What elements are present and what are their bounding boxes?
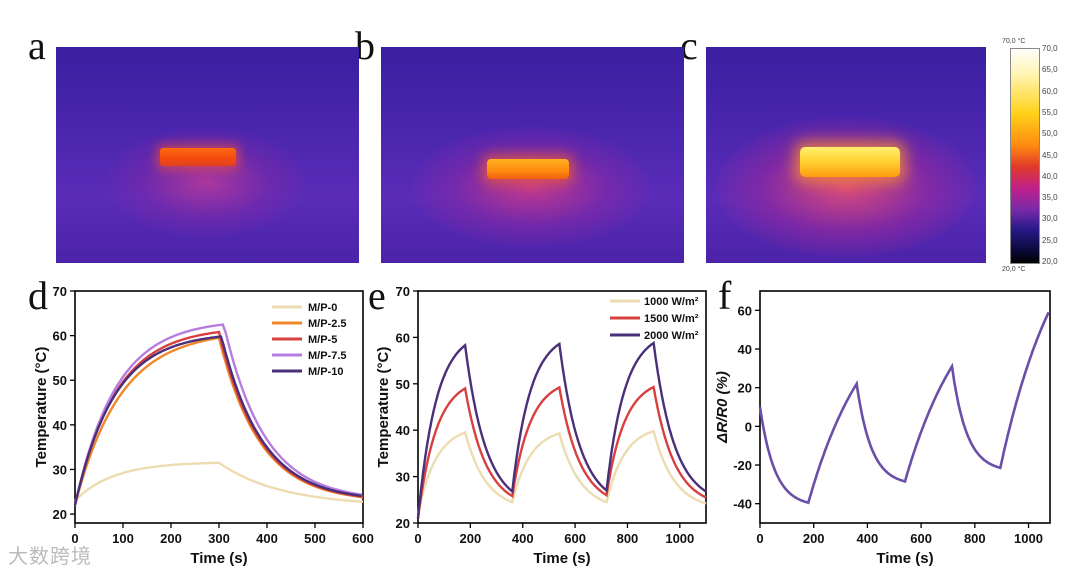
legend-label: M/P-7.5 (308, 350, 347, 362)
legend-label: M/P-2.5 (308, 318, 347, 330)
x-tick-label: 0 (756, 531, 763, 546)
panel-label-c: c (680, 23, 698, 68)
y-tick-label: 0 (745, 419, 752, 434)
x-tick-label: 200 (460, 531, 482, 546)
y-tick-label: 40 (53, 418, 67, 433)
colorbar-min-label: 20,0 °C (1002, 266, 1026, 273)
series-line (73, 335, 362, 506)
y-tick-label: -40 (733, 497, 752, 512)
chart-d-temperature-vs-time: 0 100 200 300 400 500 600 20 30 40 50 60 70 Time (s) T… (33, 284, 374, 567)
x-tick-label: 200 (803, 531, 825, 546)
series-line (416, 429, 707, 514)
y-axis-label: ΔR/R0 (%) (714, 371, 731, 444)
y-tick-label: 50 (396, 377, 410, 392)
x-tick-label: 500 (304, 531, 326, 546)
y-tick-label: 40 (396, 423, 410, 438)
y-tick-label: 70 (396, 284, 410, 299)
y-tick-label: 20 (396, 516, 410, 531)
panel-label-b: b (355, 23, 375, 68)
x-tick-label: 200 (160, 531, 182, 546)
series-line (74, 461, 364, 503)
plot-frame (417, 290, 707, 524)
x-tick-label: 800 (617, 531, 639, 546)
x-tick-label: 0 (414, 531, 421, 546)
y-tick-label: 30 (53, 462, 67, 477)
x-tick-label: 600 (564, 531, 586, 546)
colorbar (1010, 48, 1040, 264)
x-tick-label: 600 (352, 531, 374, 546)
x-tick-label: 100 (112, 531, 134, 546)
series-line (73, 323, 363, 506)
watermark: 大数跨境 (8, 544, 92, 568)
legend-label: M/P-0 (308, 302, 337, 314)
legend-label: 2000 W/m² (644, 330, 699, 342)
x-tick-label: 1000 (665, 531, 694, 546)
colorbar-tick-label: 60,0 (1042, 86, 1058, 96)
chart-e-temperature-cycles: 0 200 400 600 800 1000 20 30 40 50 60 70 Time (s) Tem… (375, 284, 707, 567)
x-tick-label: 1000 (1014, 531, 1043, 546)
series-line (73, 336, 364, 506)
colorbar-tick-label: 70,0 (1042, 44, 1058, 53)
colorbar-tick-label: 40,0 (1042, 171, 1058, 181)
x-tick-label: 0 (71, 531, 78, 546)
panel-label-d: d (28, 273, 48, 318)
thermal-image-b (381, 47, 684, 263)
y-tick-label: 20 (53, 507, 67, 522)
colorbar-tick-label: 65,0 (1042, 65, 1058, 75)
x-axis-label: Time (s) (533, 550, 590, 567)
y-tick-label: 60 (738, 303, 752, 318)
legend-label: 1500 W/m² (644, 313, 699, 325)
y-axis-label: Temperature (°C) (375, 347, 392, 468)
panel-label-f: f (718, 273, 732, 318)
colorbar-tick-label: 20,0 (1042, 257, 1058, 266)
y-tick-label: 20 (738, 381, 752, 396)
x-tick-label: 600 (910, 531, 932, 546)
thermal-image-a (56, 47, 359, 263)
colorbar-tick-label: 35,0 (1042, 193, 1058, 203)
panel-label-e: e (368, 273, 386, 318)
y-tick-label: 40 (738, 342, 752, 357)
y-tick-label: 50 (53, 373, 67, 388)
y-tick-label: 70 (53, 284, 67, 299)
colorbar-tick-label: 25,0 (1042, 235, 1058, 245)
x-tick-label: 300 (208, 531, 230, 546)
x-tick-label: 400 (512, 531, 534, 546)
colorbar-tick-label: 50,0 (1042, 129, 1058, 139)
x-axis-label: Time (s) (876, 550, 933, 567)
y-tick-label: 60 (396, 330, 410, 345)
legend-label: 1000 W/m² (644, 296, 699, 308)
series-line (416, 340, 707, 519)
chart-f-resistance-change: 0 200 400 600 800 1000 -40 -20 0 20 40 60 Time (s) ΔR… (714, 290, 1051, 567)
plot-frame (759, 290, 1051, 524)
series-line (758, 311, 1050, 505)
thermal-image-c (706, 47, 986, 263)
x-tick-label: 400 (256, 531, 278, 546)
y-axis-label: Temperature (°C) (33, 347, 50, 468)
colorbar-tick-label: 55,0 (1042, 107, 1058, 117)
legend-label: M/P-10 (308, 366, 343, 378)
legend-label: M/P-5 (308, 334, 337, 346)
colorbar-tick-label: 30,0 (1042, 214, 1058, 224)
x-tick-label: 800 (964, 531, 986, 546)
y-tick-label: 60 (53, 329, 67, 344)
y-tick-label: 30 (396, 470, 410, 485)
x-tick-label: 400 (857, 531, 879, 546)
series-line (416, 385, 707, 519)
colorbar-tick-label: 45,0 (1042, 150, 1058, 160)
y-tick-label: -20 (733, 458, 752, 473)
colorbar-max-label: 70,0 °C (1002, 38, 1026, 45)
panel-label-a: a (28, 23, 46, 68)
x-axis-label: Time (s) (190, 550, 247, 567)
